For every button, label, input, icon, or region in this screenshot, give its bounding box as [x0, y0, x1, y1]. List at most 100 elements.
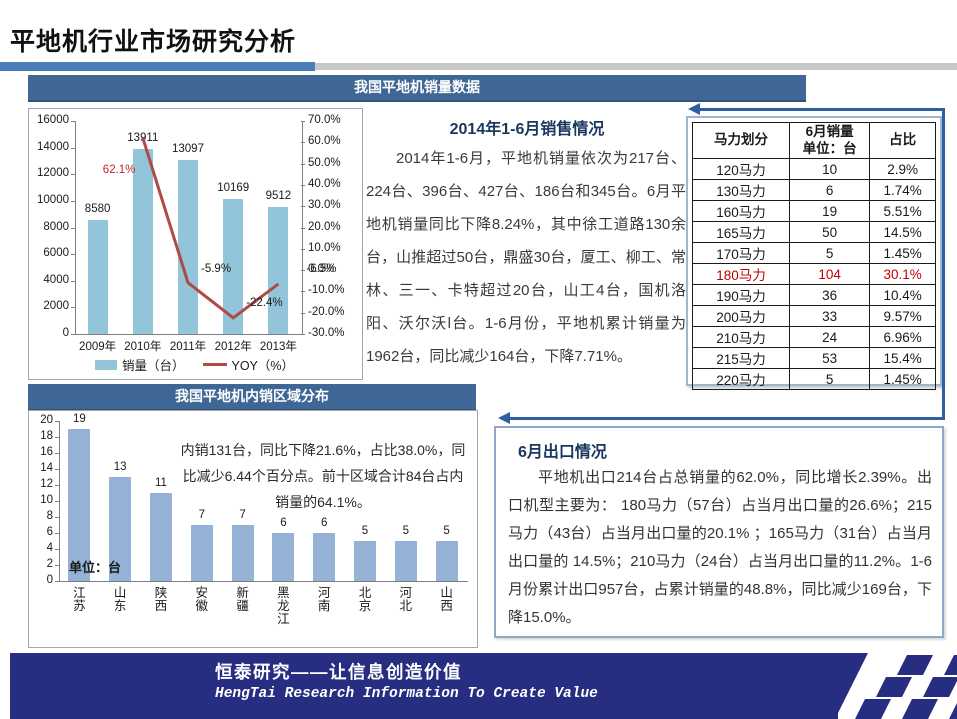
bar-value-label: 19 [72, 413, 86, 425]
bar [132, 148, 153, 334]
tick-mark [55, 533, 59, 534]
tick-mark [55, 501, 59, 502]
sales-report-title: 2014年1-6月销售情况 [449, 121, 605, 138]
title-rule-gray [315, 63, 957, 70]
table-cell: 190马力 [692, 284, 790, 306]
legend-label: 销量（台） [121, 359, 185, 373]
bar [435, 541, 458, 581]
table-cell: 30.1% [869, 263, 936, 285]
right-axis-tick-label: 30.0% [308, 199, 341, 212]
table-header-cell: 占比 [869, 122, 936, 159]
table-cell: 1.45% [869, 368, 936, 390]
bar [394, 541, 417, 581]
left-axis-tick-label: 4000 [43, 273, 69, 286]
tick-mark [55, 485, 59, 486]
left-axis-tick-label: 12000 [37, 167, 69, 180]
tick-mark [71, 227, 75, 229]
x-axis-label: 陕西 [154, 586, 168, 613]
yoy-value-label: -22.4% [246, 296, 283, 309]
table-cell: 6 [788, 179, 871, 201]
tick-mark [301, 121, 305, 122]
region-section-header: 我国平地机内销区域分布 [28, 384, 476, 411]
horsepower-table-container: 马力划分 6月销量 单位：台 占比 120马力 10 2.9% 130马力 6 1.74% 160马… [686, 116, 942, 390]
table-cell: 6.96% [869, 326, 936, 348]
table-row: 210马力 24 6.96% [692, 326, 936, 348]
tick-mark [301, 206, 305, 208]
y-axis-tick-label: 12 [40, 478, 53, 490]
table-cell: 15.4% [869, 347, 936, 369]
right-axis-tick-label: 10.0% [308, 241, 341, 254]
table-cell: 200马力 [692, 305, 790, 327]
arrow-left-icon [498, 412, 510, 424]
tick-mark [55, 421, 59, 422]
left-axis-tick-label: 16000 [37, 114, 69, 126]
table-header-cell: 6月销量 单位：台 [788, 122, 871, 159]
table-cell: 1.45% [869, 242, 936, 264]
y-axis-tick-label: 16 [40, 446, 53, 458]
region-distribution-chart: 20 18 16 14 12 10 8 6 4 2 0 19 江苏 13 山东 11 陕西 7 安徽 7 新疆 6 黑龙江 6… [28, 410, 478, 648]
table-header-cell: 马力划分 [692, 122, 790, 159]
y-axis-tick-label: 2 [46, 558, 53, 570]
table-cell: 19 [788, 200, 871, 222]
chart-annotation: 内销131台，同比下降21.6%，占比38.0%，同比减少6.44个百分点。前十… [180, 442, 466, 510]
x-axis-label: 山东 [113, 586, 127, 613]
left-axis-tick-label: 2000 [43, 300, 69, 313]
bar [268, 207, 289, 334]
tick-mark [71, 254, 75, 256]
tick-mark [301, 334, 305, 335]
tick-mark [71, 121, 75, 122]
footer-slogan-en: HengTai Research Information To Create V… [215, 686, 598, 702]
y-axis-tick-label: 10 [40, 494, 53, 506]
unit-label: 单位：台 [69, 560, 122, 575]
chart-legend: 销量（台） YOY（%） [29, 355, 360, 374]
bar [272, 533, 295, 581]
left-axis-tick-label: 6000 [43, 247, 69, 260]
table-row: 120马力 10 2.9% [692, 158, 936, 180]
left-axis-tick-label: 8000 [43, 220, 69, 233]
table-header-row: 马力划分 6月销量 单位：台 占比 [692, 122, 936, 159]
bar [190, 525, 213, 581]
bar [178, 159, 198, 334]
tick-mark [71, 280, 75, 282]
y-axis-tick-label: 8 [46, 510, 53, 522]
right-axis-tick-label: -30.0% [308, 327, 345, 339]
header-line: 马力划分 [713, 132, 768, 148]
table-cell: 5 [788, 368, 871, 390]
table-cell: 9.57% [869, 305, 936, 327]
table-cell: 170马力 [692, 242, 790, 264]
table-cell: 36 [788, 284, 871, 306]
table-row: 190马力 36 10.4% [692, 284, 936, 306]
arrow-connector-vertical [942, 108, 945, 420]
sales-report-body: 2014年1-6月，平地机销量依次为217台、224台、396台、427台、18… [366, 150, 686, 365]
left-axis-tick-label: 10000 [37, 193, 69, 206]
table-row: 215马力 53 15.4% [692, 347, 936, 369]
checkered-flag-logo [830, 653, 957, 719]
bar [231, 525, 254, 581]
table-cell: 10 [788, 158, 871, 180]
table-cell: 180马力 [692, 263, 790, 285]
sales-section-header: 我国平地机销量数据 [28, 75, 806, 102]
table-cell: 53 [788, 347, 871, 369]
y-axis-tick-label: 4 [46, 542, 53, 554]
x-axis-label: 2010年 [124, 341, 162, 353]
table-cell: 10.4% [869, 284, 936, 306]
page-title: 平地机行业市场研究分析 [10, 28, 297, 56]
export-report-title: 6月出口情况 [518, 444, 607, 461]
bar-value-label: 6 [280, 517, 287, 529]
table-row: 160马力 19 5.51% [692, 200, 936, 222]
bar-value-label: 13097 [172, 142, 204, 155]
sales-trend-chart: 16000 14000 12000 10000 8000 6000 4000 2000 0 70.… [28, 108, 363, 380]
x-axis-label: 北京 [358, 586, 372, 613]
table-cell: 215马力 [692, 347, 790, 369]
y-axis-tick-label: 18 [40, 430, 53, 442]
tick-mark [55, 549, 59, 550]
header-line: 单位：台 [802, 140, 857, 156]
tick-mark [55, 437, 59, 438]
table-cell: 2.9% [869, 158, 936, 180]
tick-mark [301, 163, 305, 165]
x-axis-label: 2013年 [259, 341, 297, 353]
yoy-value-label: -6.5% [306, 262, 337, 275]
bar-value-label: 8580 [84, 202, 111, 215]
bar-value-label: 7 [198, 509, 205, 521]
x-axis-label: 安徽 [195, 586, 209, 613]
